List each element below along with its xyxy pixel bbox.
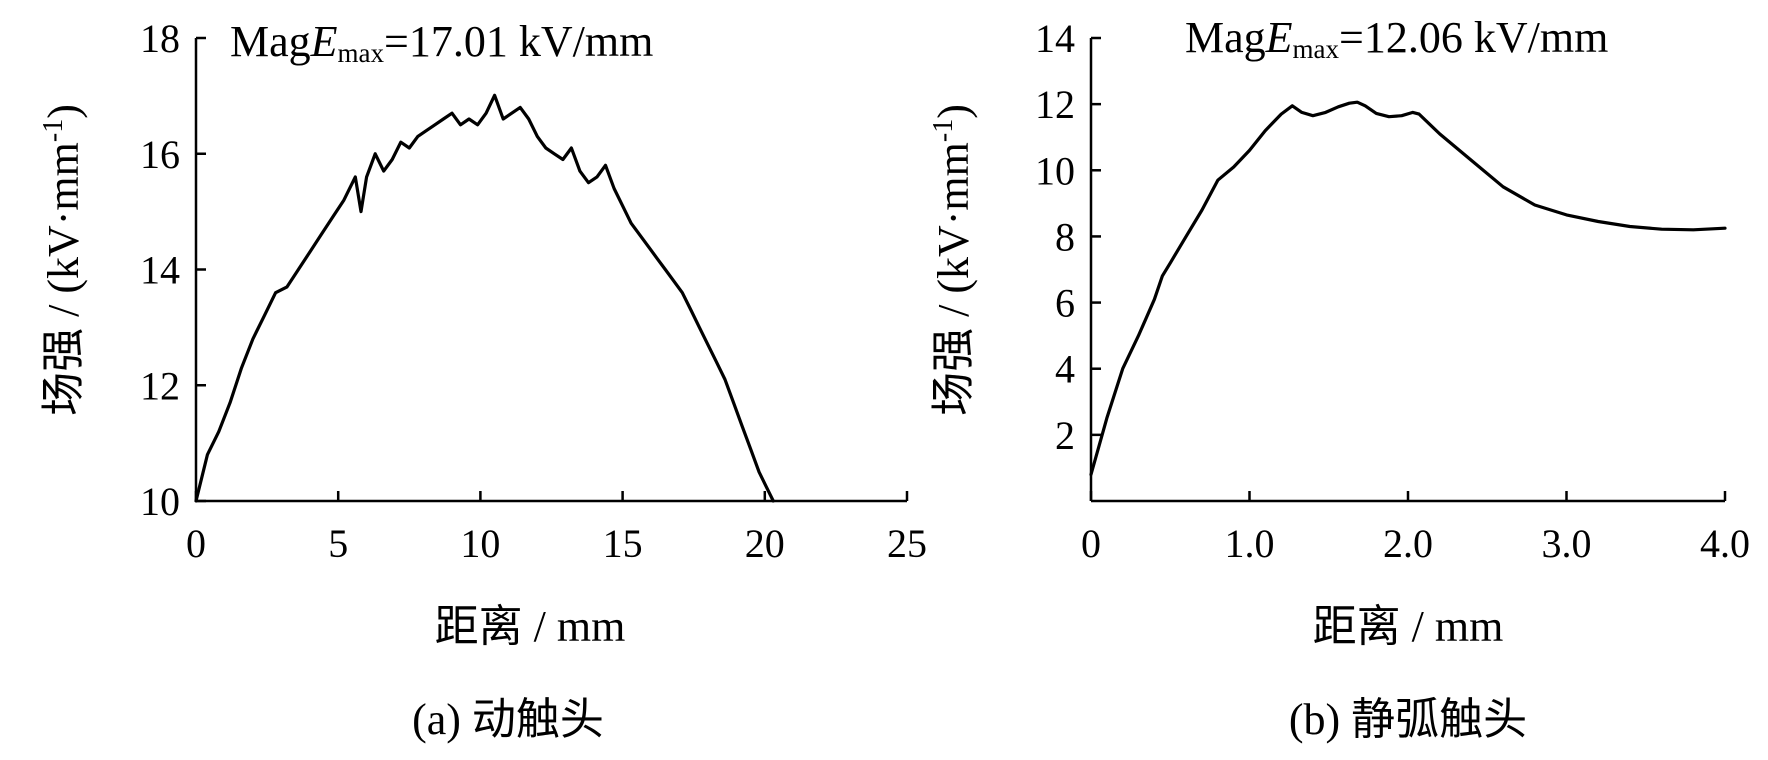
panel-a-x-tick-label: 5 [328,521,348,566]
panel-a-y-axis-title: 场强 / (kV·mm-1) [38,104,88,416]
panel-a-y-tick-label: 14 [140,248,180,293]
panel-a-caption: (a) 动触头 [412,695,604,744]
panel-a-series-line [194,93,775,503]
panel-a-y-tick-label: 10 [140,479,180,524]
panel-b-x-tick-label: 3.0 [1542,521,1592,566]
panel-a-y-tick-label: 18 [140,16,180,61]
panel-a-x-tick-label: 20 [745,521,785,566]
panel-b-x-tick-label: 0 [1081,521,1101,566]
panel-b-y-tick-label: 14 [1035,16,1075,61]
panel-b-y-tick-label: 12 [1035,82,1075,127]
panel-b-y-tick-label: 4 [1055,347,1075,392]
panel-b-annotation: MagEmax=12.06 kV/mm [1185,13,1608,64]
panel-b-y-axis-title: 场强 / (kV·mm-1) [928,104,978,416]
panel-b-y-tick-label: 6 [1055,281,1075,326]
panel-b-x-tick-label: 2.0 [1383,521,1433,566]
panel-b-ticks: 0 1.0 2.0 3.0 4.0 2 4 6 8 10 12 14 [1035,16,1750,566]
panel-b: 0 1.0 2.0 3.0 4.0 2 4 6 8 10 12 14 MagEmax=12.06 kV… [928,13,1750,744]
panel-a-x-axis-title: 距离 / mm [435,602,626,651]
panel-b-x-tick-label: 1.0 [1225,521,1275,566]
panel-a-y-tick-label: 16 [140,132,180,177]
panel-a-axes [194,38,907,503]
panel-a: 0 5 10 15 20 25 10 12 14 16 18 MagEmax=17.01 kV/mm… [38,16,927,744]
panel-a-x-tick-label: 0 [186,521,206,566]
panel-b-series-line [1089,100,1727,477]
panel-b-x-tick-label: 4.0 [1700,521,1750,566]
panel-b-y-tick-label: 8 [1055,214,1075,259]
panel-b-axes [1089,38,1725,503]
panel-a-x-tick-label: 10 [460,521,500,566]
panel-a-y-tick-label: 12 [140,363,180,408]
panel-b-y-tick-label: 10 [1035,148,1075,193]
panel-b-caption: (b) 静弧触头 [1289,695,1527,744]
panel-a-ticks: 0 5 10 15 20 25 10 12 14 16 18 [140,16,927,566]
panel-a-x-tick-label: 15 [603,521,643,566]
panel-a-x-tick-label: 25 [887,521,927,566]
panel-b-x-axis-title: 距离 / mm [1313,602,1504,651]
panel-a-annotation: MagEmax=17.01 kV/mm [230,17,653,68]
panel-b-y-tick-label: 2 [1055,413,1075,458]
